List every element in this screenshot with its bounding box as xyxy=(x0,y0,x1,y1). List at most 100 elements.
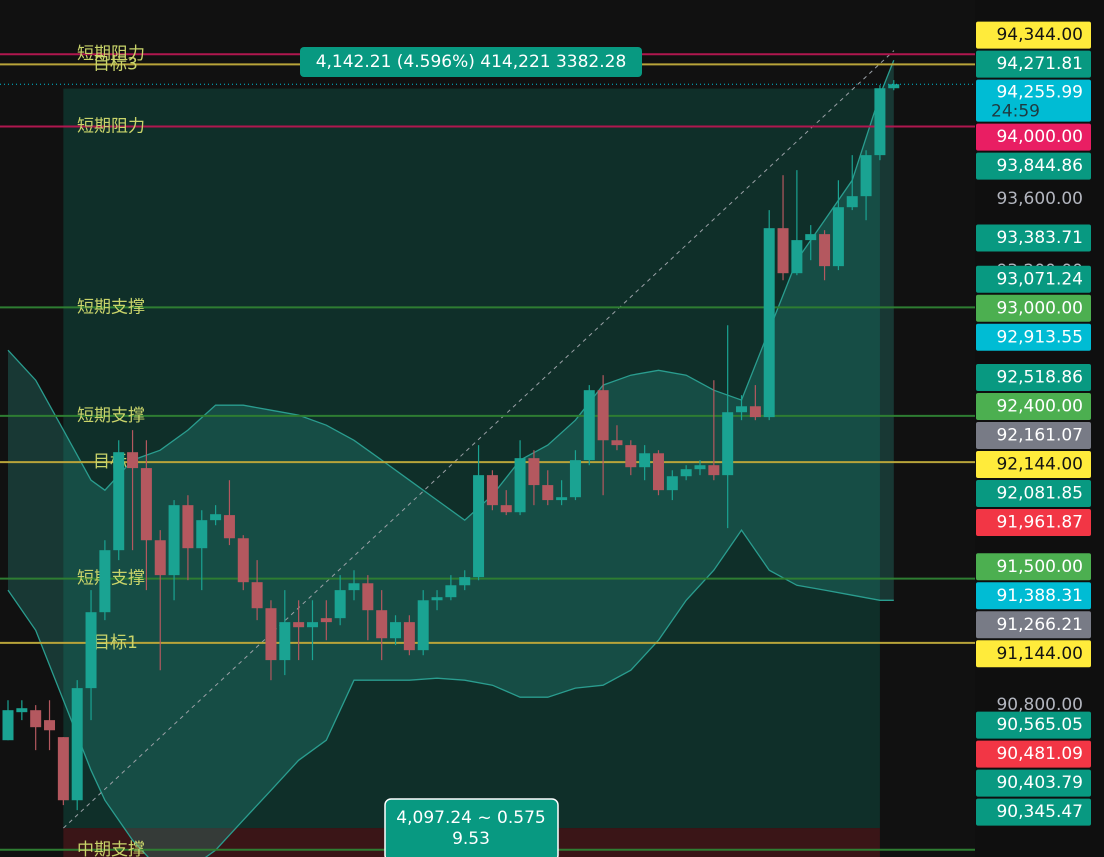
candle-body xyxy=(348,583,360,591)
level-label: 中期支撑 xyxy=(77,840,145,857)
candle-body xyxy=(611,440,623,446)
price-label-box xyxy=(976,50,1091,78)
price-label: 94,344.00 xyxy=(996,25,1083,45)
candle-body xyxy=(722,412,734,476)
price-label: 94,255.99 xyxy=(996,83,1083,103)
price-countdown: 24:59 xyxy=(991,102,1040,122)
candle-body xyxy=(652,453,664,491)
measure-top-box xyxy=(300,47,642,77)
price-label-box xyxy=(976,123,1091,151)
measure-zone xyxy=(63,88,880,829)
price-label-box xyxy=(976,294,1091,322)
price-label-box xyxy=(976,640,1091,668)
price-label: 92,144.00 xyxy=(996,454,1083,474)
candle-body xyxy=(362,583,374,611)
candle-body xyxy=(528,458,540,486)
candle-body xyxy=(320,618,332,623)
price-label-box xyxy=(976,363,1091,391)
candle-body xyxy=(486,475,498,506)
level-label: 短期阻力 xyxy=(77,117,145,137)
level-label: 目标3 xyxy=(93,54,138,74)
candle-body xyxy=(680,469,692,477)
y-tick-label: 90,800.00 xyxy=(996,695,1083,715)
measure-diagonal xyxy=(63,50,895,829)
price-label: 93,071.24 xyxy=(996,269,1083,289)
candle-body xyxy=(223,515,235,539)
candle-body xyxy=(542,485,554,501)
candle-body xyxy=(196,520,208,549)
candle-body xyxy=(805,234,817,241)
price-label-box xyxy=(976,21,1091,49)
candle-body xyxy=(44,720,56,731)
candle-body xyxy=(459,577,471,586)
level-label: 短期支撑 xyxy=(77,406,145,426)
candle-body xyxy=(168,505,180,576)
candle-body xyxy=(749,406,761,418)
price-label-box xyxy=(976,611,1091,639)
candle-body xyxy=(666,476,678,491)
price-label-box xyxy=(976,421,1091,449)
measure-bottom-text: 9.53 xyxy=(452,829,490,849)
candle-body xyxy=(293,622,305,628)
candle-body xyxy=(376,610,388,639)
level-label: 短期支撑 xyxy=(77,569,145,589)
candle-body xyxy=(251,582,263,609)
candle-body xyxy=(85,612,97,689)
measure-bottom-box xyxy=(384,798,559,857)
price-label-box xyxy=(976,224,1091,252)
measure-bottom-text: 4,097.24 ~ 0.575 xyxy=(396,808,545,828)
candle-body xyxy=(832,207,844,267)
candle-body xyxy=(182,505,194,549)
price-label: 91,144.00 xyxy=(996,644,1083,664)
price-label-box xyxy=(976,582,1091,610)
candle-body xyxy=(777,228,789,274)
candle-body xyxy=(390,622,402,639)
candle-body xyxy=(127,452,139,469)
price-label-box xyxy=(976,392,1091,420)
price-label-box xyxy=(976,265,1091,293)
level-label: 短期支撑 xyxy=(77,297,145,317)
price-label-box xyxy=(976,479,1091,507)
candle-body xyxy=(736,406,748,413)
price-label: 93,844.86 xyxy=(996,156,1083,176)
candle-body xyxy=(57,737,69,801)
candle-body xyxy=(819,234,831,267)
candle-body xyxy=(417,600,429,651)
candle-body xyxy=(237,538,249,583)
candle-body xyxy=(279,622,291,661)
price-label: 93,000.00 xyxy=(996,298,1083,318)
price-label: 94,000.00 xyxy=(996,127,1083,147)
candle-body xyxy=(210,514,222,521)
candle-body xyxy=(583,390,595,461)
candle-body xyxy=(708,465,720,476)
price-label: 90,345.47 xyxy=(996,802,1083,822)
candle-body xyxy=(514,458,526,513)
candle-body xyxy=(113,452,125,551)
price-label: 90,565.05 xyxy=(996,715,1083,735)
candle-body xyxy=(639,453,651,468)
price-label-box xyxy=(976,769,1091,797)
candle-body xyxy=(694,465,706,470)
price-label: 92,518.86 xyxy=(996,367,1083,387)
price-label-box xyxy=(976,711,1091,739)
price-label: 91,500.00 xyxy=(996,557,1083,577)
candle-body xyxy=(791,240,803,274)
price-label: 92,400.00 xyxy=(996,396,1083,416)
price-label-box xyxy=(976,450,1091,478)
candle-body xyxy=(445,585,457,598)
candle-body xyxy=(597,390,609,441)
candle-body xyxy=(2,710,14,741)
price-label-box xyxy=(976,152,1091,180)
candle-body xyxy=(140,468,152,541)
candle-body xyxy=(306,622,318,628)
candle-body xyxy=(154,540,166,576)
candle-body xyxy=(763,228,775,418)
candle-body xyxy=(334,590,346,619)
candle-body xyxy=(556,497,568,501)
price-label-box xyxy=(976,508,1091,536)
level-label: 短期阻力 xyxy=(77,44,145,64)
y-tick-label: 93,600.00 xyxy=(996,189,1083,209)
price-label: 91,961.87 xyxy=(996,512,1083,532)
price-label: 91,266.21 xyxy=(996,615,1083,635)
